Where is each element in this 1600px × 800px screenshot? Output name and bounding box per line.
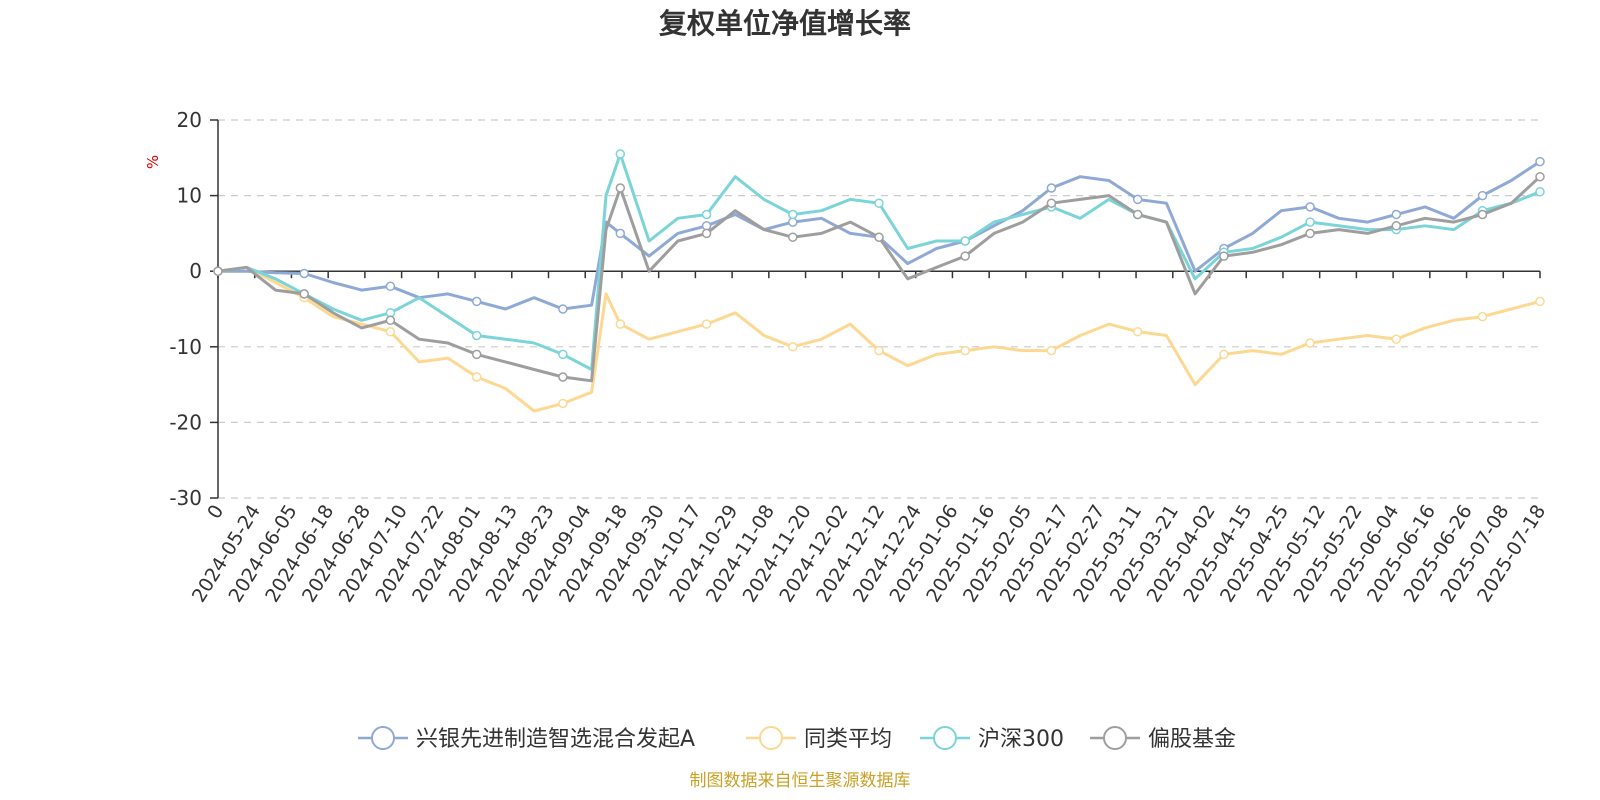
legend-marker — [1103, 726, 1127, 750]
chart-title: 复权单位净值增长率 — [659, 7, 911, 40]
data-point — [471, 330, 482, 341]
data-point — [1535, 156, 1545, 167]
data-point — [874, 232, 884, 242]
data-point — [960, 236, 970, 246]
data-point — [1046, 198, 1057, 208]
data-point — [960, 345, 970, 356]
data-point — [615, 183, 626, 193]
data-point — [1391, 334, 1402, 344]
legend: 兴银先进制造智选混合发起A 同类平均 沪深300 偏股基金 — [358, 726, 1236, 752]
series-1 — [213, 265, 1545, 413]
data-point — [1046, 345, 1057, 356]
data-point — [615, 149, 626, 159]
data-point — [788, 232, 798, 242]
legend-marker — [933, 726, 957, 750]
data-point — [471, 296, 482, 307]
data-point — [1305, 202, 1315, 212]
legend-item-3[interactable]: 偏股基金 — [1090, 726, 1236, 752]
y-tick-label: -10 — [169, 335, 202, 359]
data-point — [1477, 190, 1488, 201]
legend-item-2[interactable]: 沪深300 — [920, 726, 1064, 752]
data-point — [701, 228, 712, 239]
data-point — [701, 221, 712, 231]
legend-marker — [371, 726, 395, 750]
y-tick-label: -20 — [169, 410, 202, 434]
data-point — [558, 372, 568, 382]
series-line — [216, 160, 1542, 311]
data-point — [558, 304, 568, 314]
x-tick-label: 0 — [203, 501, 228, 523]
data-point — [701, 319, 712, 329]
data-point — [213, 266, 223, 276]
data-point — [299, 268, 309, 279]
y-tick-label: 0 — [189, 259, 202, 283]
data-point — [1477, 209, 1488, 220]
series-line — [216, 265, 1542, 413]
data-point — [788, 209, 798, 220]
data-point — [1219, 251, 1229, 261]
data-point — [615, 319, 626, 329]
data-point — [385, 281, 396, 292]
data-point — [1535, 296, 1545, 307]
data-point — [1046, 183, 1057, 193]
data-point — [1132, 194, 1143, 205]
data-point — [1132, 326, 1143, 337]
data-point — [615, 228, 626, 239]
series-lines — [213, 149, 1545, 413]
series-line — [216, 175, 1542, 383]
series-3 — [213, 171, 1545, 383]
y-axis-unit: % — [144, 155, 162, 169]
data-point — [874, 198, 884, 208]
legend-label: 兴银先进制造智选混合发起A — [416, 727, 695, 752]
data-point — [788, 217, 798, 227]
data-point — [558, 349, 568, 360]
data-point — [701, 209, 712, 220]
data-point — [1391, 221, 1402, 231]
legend-item-1[interactable]: 同类平均 — [746, 726, 892, 752]
data-point — [1477, 311, 1488, 322]
legend-marker — [759, 726, 783, 750]
series-line — [216, 152, 1542, 371]
legend-label: 偏股基金 — [1148, 727, 1236, 752]
data-point — [385, 326, 396, 337]
data-point — [558, 398, 568, 409]
data-point — [960, 251, 970, 261]
data-point — [299, 289, 309, 299]
axes: 20100-10-20-3002024-05-242024-06-052024-… — [169, 108, 1550, 606]
legend-label: 同类平均 — [804, 727, 892, 752]
data-point — [1305, 217, 1315, 227]
data-point — [1535, 187, 1545, 197]
y-tick-label: 20 — [177, 108, 202, 132]
data-point — [471, 349, 482, 360]
data-point — [788, 342, 798, 352]
legend-label: 沪深300 — [978, 727, 1064, 752]
legend-item-0[interactable]: 兴银先进制造智选混合发起A — [358, 726, 695, 752]
grid-lines — [218, 119, 1540, 499]
data-point — [385, 315, 396, 326]
data-point — [874, 345, 884, 356]
data-point — [1305, 228, 1315, 239]
data-point — [1132, 209, 1143, 220]
source-note: 制图数据来自恒生聚源数据库 — [690, 771, 911, 791]
data-point — [1305, 338, 1315, 348]
data-point — [471, 372, 482, 382]
data-point — [1391, 209, 1402, 220]
y-tick-label: -30 — [169, 486, 202, 510]
y-tick-label: 10 — [177, 184, 202, 208]
data-point — [1535, 171, 1545, 182]
data-point — [1219, 349, 1229, 360]
